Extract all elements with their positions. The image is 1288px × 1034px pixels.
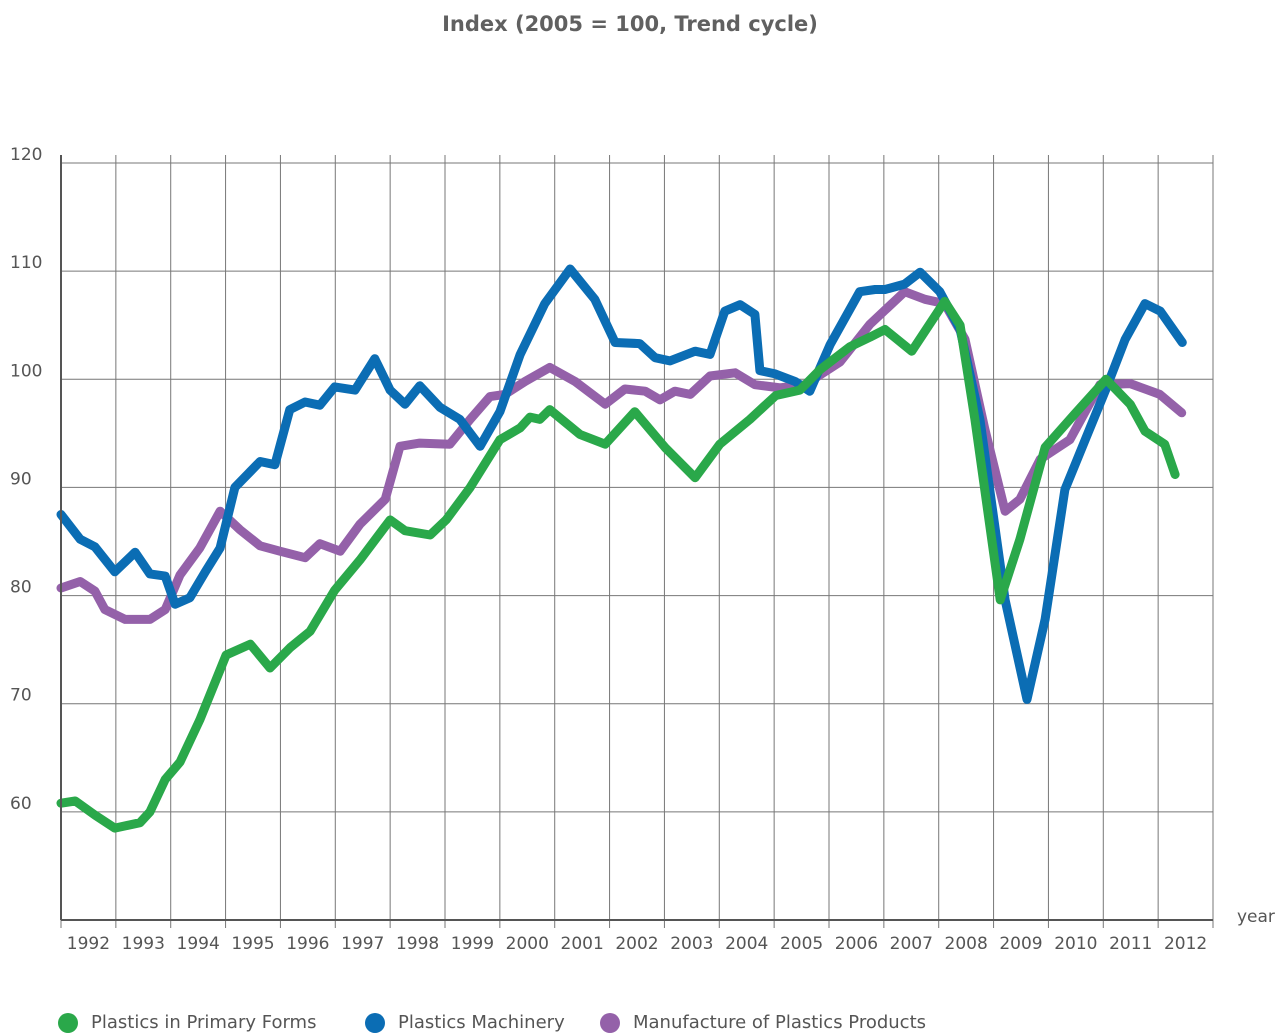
- x-tick-label: 2012: [1164, 934, 1207, 954]
- x-tick-label: 1995: [231, 934, 274, 954]
- x-axis-label: year: [1237, 907, 1275, 927]
- grid: [60, 155, 1214, 928]
- x-tick-label: 1993: [122, 934, 165, 954]
- x-tick-label: 2003: [670, 934, 713, 954]
- y-tick-label: 90: [10, 469, 32, 489]
- chart-title: Index (2005 = 100, Trend cycle): [442, 12, 818, 36]
- x-tick-label: 1992: [67, 934, 110, 954]
- x-tick-label: 2004: [725, 934, 768, 954]
- legend: Plastics in Primary Forms Plastics Machin…: [58, 1012, 926, 1033]
- x-tick-label: 2008: [945, 934, 988, 954]
- x-tick-label: 1996: [286, 934, 329, 954]
- x-tick-label: 1994: [177, 934, 220, 954]
- x-tick-label: 1997: [341, 934, 384, 954]
- x-tick-label: 2001: [561, 934, 604, 954]
- x-tick-label: 2011: [1109, 934, 1152, 954]
- legend-swatch: [58, 1013, 78, 1033]
- legend-label: Plastics Machinery: [398, 1012, 565, 1033]
- y-tick-label: 120: [10, 145, 42, 165]
- series-line: [56, 264, 1187, 704]
- x-tick-label: 2009: [999, 934, 1042, 954]
- y-tick-label: 80: [10, 578, 32, 598]
- legend-swatch: [600, 1013, 620, 1033]
- y-tick-label: 70: [10, 686, 32, 706]
- x-tick-label: 2002: [615, 934, 658, 954]
- lines: [56, 264, 1187, 833]
- x-tick-label: 2007: [890, 934, 933, 954]
- y-tick-label: 60: [10, 794, 32, 814]
- x-tick-label: 2000: [506, 934, 549, 954]
- x-tick-label: 2005: [780, 934, 823, 954]
- legend-label: Manufacture of Plastics Products: [633, 1012, 926, 1033]
- x-tick-label: 2006: [835, 934, 878, 954]
- y-tick-label: 110: [10, 253, 42, 273]
- legend-swatch: [365, 1013, 385, 1033]
- axes: 60 70 80 90 100 110 120 1992 1993 1994 1995 1996 199…: [10, 145, 1213, 954]
- legend-label: Plastics in Primary Forms: [91, 1012, 316, 1033]
- x-tick-label: 1999: [451, 934, 494, 954]
- series-line: [56, 296, 1180, 833]
- x-tick-label: 2010: [1054, 934, 1097, 954]
- x-tick-label: 1998: [396, 934, 439, 954]
- y-tick-label: 100: [10, 361, 42, 381]
